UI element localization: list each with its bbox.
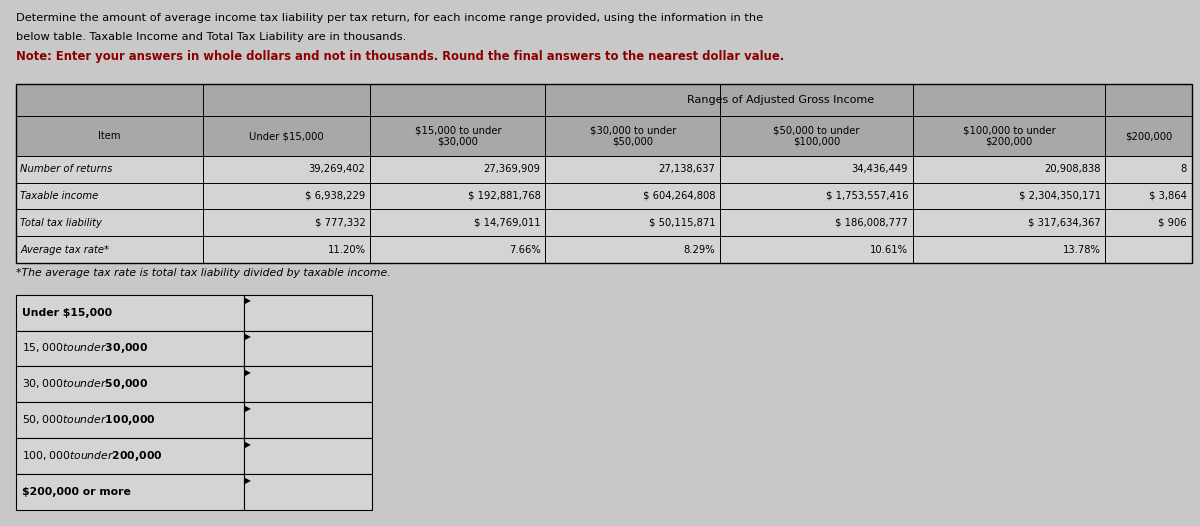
Text: Number of returns: Number of returns: [20, 164, 113, 174]
Text: Average tax rate*: Average tax rate*: [20, 245, 109, 255]
Text: $ 906: $ 906: [1158, 218, 1187, 228]
Text: 27,138,637: 27,138,637: [659, 164, 715, 174]
Text: Taxable income: Taxable income: [20, 191, 98, 201]
Text: ▶: ▶: [245, 368, 251, 377]
Text: 13.78%: 13.78%: [1063, 245, 1100, 255]
Text: $50,000 to under
$100,000: $50,000 to under $100,000: [773, 125, 859, 147]
Text: $ 1,753,557,416: $ 1,753,557,416: [826, 191, 908, 201]
Text: 20,908,838: 20,908,838: [1044, 164, 1100, 174]
Text: Determine the amount of average income tax liability per tax return, for each in: Determine the amount of average income t…: [16, 13, 763, 23]
Text: ▶: ▶: [245, 296, 251, 305]
Text: Total tax liability: Total tax liability: [20, 218, 102, 228]
Text: $ 192,881,768: $ 192,881,768: [468, 191, 540, 201]
Text: 11.20%: 11.20%: [328, 245, 366, 255]
Text: $ 50,115,871: $ 50,115,871: [649, 218, 715, 228]
Text: Note: Enter your answers in whole dollars and not in thousands. Round the final : Note: Enter your answers in whole dollar…: [16, 50, 784, 63]
Text: 8.29%: 8.29%: [684, 245, 715, 255]
Text: ▶: ▶: [245, 332, 251, 341]
Text: Item: Item: [98, 131, 121, 141]
Text: $ 6,938,229: $ 6,938,229: [305, 191, 366, 201]
Text: 39,269,402: 39,269,402: [308, 164, 366, 174]
Text: $30,000 to under
$50,000: $30,000 to under $50,000: [589, 125, 676, 147]
Text: $200,000: $200,000: [1124, 131, 1172, 141]
Text: $100,000 to under
$200,000: $100,000 to under $200,000: [962, 125, 1056, 147]
Text: $30,000 to under $50,000: $30,000 to under $50,000: [22, 378, 148, 391]
Text: $ 3,864: $ 3,864: [1148, 191, 1187, 201]
Text: $100,000 to under $200,000: $100,000 to under $200,000: [22, 449, 162, 463]
Text: $ 777,332: $ 777,332: [314, 218, 366, 228]
Text: 34,436,449: 34,436,449: [852, 164, 908, 174]
Text: *The average tax rate is total tax liability divided by taxable income.: *The average tax rate is total tax liabi…: [16, 268, 390, 278]
Text: $ 14,769,011: $ 14,769,011: [474, 218, 540, 228]
Text: 8: 8: [1181, 164, 1187, 174]
Text: $ 2,304,350,171: $ 2,304,350,171: [1019, 191, 1100, 201]
Text: Under $15,000: Under $15,000: [22, 308, 112, 318]
Text: $ 317,634,367: $ 317,634,367: [1028, 218, 1100, 228]
Text: $200,000 or more: $200,000 or more: [22, 487, 131, 497]
Text: Under $15,000: Under $15,000: [250, 131, 324, 141]
Text: ▶: ▶: [245, 440, 251, 449]
Text: 10.61%: 10.61%: [870, 245, 908, 255]
Text: 27,369,909: 27,369,909: [484, 164, 540, 174]
Text: ▶: ▶: [245, 404, 251, 413]
Text: ▶: ▶: [245, 476, 251, 485]
Text: below table. Taxable Income and Total Tax Liability are in thousands.: below table. Taxable Income and Total Ta…: [16, 32, 406, 42]
Text: $ 604,264,808: $ 604,264,808: [643, 191, 715, 201]
Text: $15,000 to under $30,000: $15,000 to under $30,000: [22, 341, 148, 356]
Text: Ranges of Adjusted Gross Income: Ranges of Adjusted Gross Income: [688, 95, 875, 105]
Text: $ 186,008,777: $ 186,008,777: [835, 218, 908, 228]
Text: $50,000 to under $100,000: $50,000 to under $100,000: [22, 413, 156, 427]
Text: $15,000 to under
$30,000: $15,000 to under $30,000: [414, 125, 502, 147]
Text: 7.66%: 7.66%: [509, 245, 540, 255]
